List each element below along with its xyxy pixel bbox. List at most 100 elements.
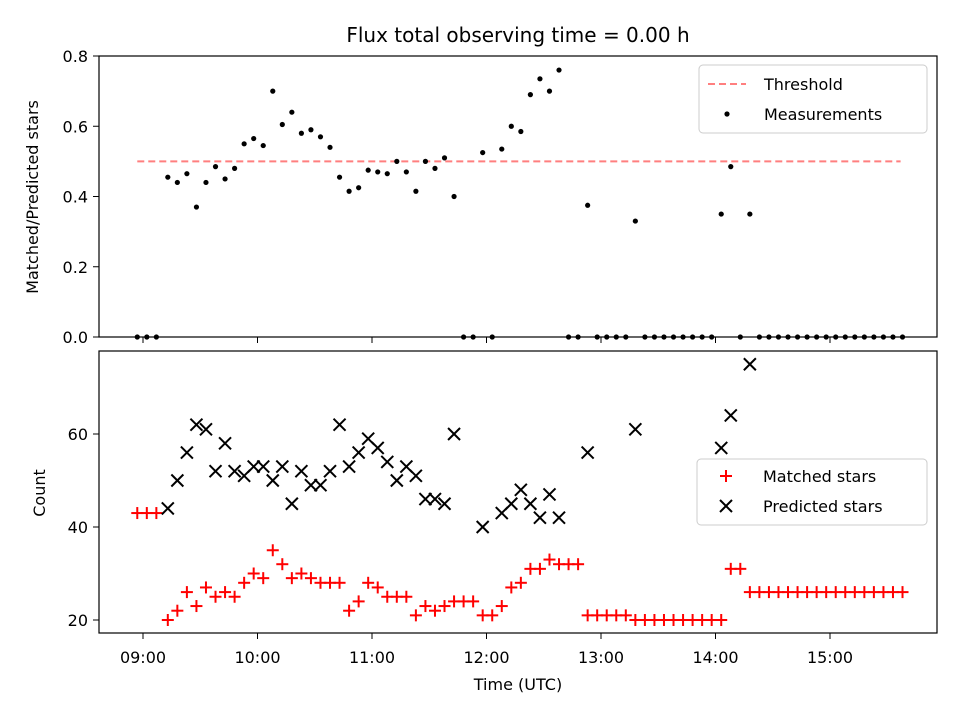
predicted-stars-point <box>227 464 242 478</box>
x-tick-label: 14:00 <box>692 648 738 667</box>
matched-stars-point <box>467 595 480 608</box>
measurement-point <box>403 169 409 175</box>
predicted-stars-point <box>294 464 309 478</box>
measurement-point <box>499 146 505 152</box>
matched-stars-point <box>219 586 232 599</box>
measurement-point <box>441 155 448 161</box>
measurement-point <box>375 169 381 175</box>
predicted-stars-point <box>218 436 232 451</box>
measurement-point <box>356 185 362 191</box>
count-panel-frame <box>98 350 938 634</box>
matched-stars-point <box>438 600 451 613</box>
count-y-tick-label: 60 <box>68 425 88 444</box>
matched-stars-point <box>343 604 356 617</box>
measurement-point <box>556 67 562 73</box>
predicted-stars-point <box>542 487 557 502</box>
predicted-stars-point <box>351 445 366 460</box>
predicted-stars-point <box>514 483 528 497</box>
measurement-point <box>336 174 343 180</box>
predicted-stars-point <box>266 473 280 488</box>
matched-stars-point <box>295 567 308 580</box>
legend-predicted-label: Predicted stars <box>763 497 883 516</box>
matched-stars-point <box>352 595 365 608</box>
measurement-point <box>480 149 486 156</box>
predicted-stars-point <box>504 497 519 511</box>
measurement-point <box>212 164 219 170</box>
ratio-y-tick-label: 0.6 <box>63 117 88 136</box>
predicted-stars-point <box>199 422 213 437</box>
count-panel: 20 40 60 09:00 10:00 11:00 12:00 13:00 14:00 15:… <box>30 350 938 694</box>
matched-stars-point <box>209 590 222 603</box>
legend-matched-label: Matched stars <box>763 467 876 486</box>
x-axis-label: Time (UTC) <box>473 675 562 694</box>
matched-stars-point <box>190 600 203 613</box>
matched-stars-point <box>304 572 317 585</box>
measurement-point <box>232 165 238 171</box>
matched-stars-point <box>161 614 174 626</box>
measurement-point <box>174 179 180 186</box>
matched-stars-point <box>150 507 163 520</box>
measurement-point <box>384 171 390 177</box>
legend-measurements-label: Measurements <box>764 105 882 124</box>
x-tick-label: 13:00 <box>578 648 624 667</box>
predicted-stars-point <box>332 417 347 432</box>
predicted-stars-point <box>189 417 204 432</box>
matched-stars-point <box>715 614 728 626</box>
measurement-point <box>422 158 429 164</box>
predicted-stars-point <box>208 464 223 478</box>
predicted-stars-point <box>714 441 728 455</box>
predicted-stars-point <box>285 497 299 511</box>
matched-stars-point <box>199 581 212 594</box>
measurement-point <box>298 130 304 136</box>
matched-stars-point <box>505 581 518 594</box>
count-y-tick-label: 20 <box>68 611 88 630</box>
measurement-point <box>585 202 591 208</box>
measurement-point <box>527 92 533 98</box>
predicted-stars-point <box>246 459 261 474</box>
matched-stars-point <box>228 590 241 603</box>
measurement-point <box>747 211 753 217</box>
x-tick-label: 15:00 <box>807 648 853 667</box>
legend-measurements-swatch <box>724 111 730 117</box>
matched-stars-point <box>619 609 632 622</box>
matched-stars-point <box>180 586 193 599</box>
matched-stars-point <box>257 572 270 585</box>
measurement-point <box>718 211 724 217</box>
predicted-stars-point <box>743 357 757 371</box>
predicted-stars-point <box>533 510 547 525</box>
measurement-point <box>728 164 734 170</box>
predicted-stars-point <box>275 459 290 474</box>
measurement-point <box>308 127 314 133</box>
measurement-point <box>632 218 638 224</box>
matched-stars-point <box>276 558 289 571</box>
legend-threshold-label: Threshold <box>763 75 843 94</box>
measurement-point <box>193 204 200 210</box>
matched-stars-point <box>495 600 508 613</box>
measurement-point <box>365 167 371 173</box>
matched-stars-point <box>400 590 413 603</box>
predicted-stars-point <box>409 469 423 483</box>
measurement-point <box>203 179 209 186</box>
predicted-stars-point <box>523 497 538 511</box>
measurement-point <box>413 188 419 194</box>
matched-stars-point <box>543 553 556 566</box>
matched-stars-point <box>419 600 432 613</box>
predicted-stars-point <box>447 427 461 441</box>
ratio-y-tick-label: 0.8 <box>63 47 88 66</box>
ratio-panel: Flux total observing time = 0.00 h 0.0 0.… <box>23 23 938 347</box>
count-legend: Matched stars Predicted stars <box>696 458 928 526</box>
legend-predicted-swatch <box>719 499 733 513</box>
measurement-point <box>508 123 514 129</box>
x-tick-label: 12:00 <box>463 648 509 667</box>
predicted-stars-point <box>437 497 452 511</box>
measurement-point <box>184 171 190 177</box>
matched-stars-point <box>266 544 279 557</box>
matched-stars-point <box>362 576 375 589</box>
predicted-stars-point <box>552 510 566 525</box>
matched-stars-point <box>409 609 422 622</box>
predicted-stars-point <box>580 445 595 460</box>
x-tick-label: 09:00 <box>120 648 166 667</box>
chart-title: Flux total observing time = 0.00 h <box>346 23 689 47</box>
predicted-stars-point <box>170 473 185 488</box>
